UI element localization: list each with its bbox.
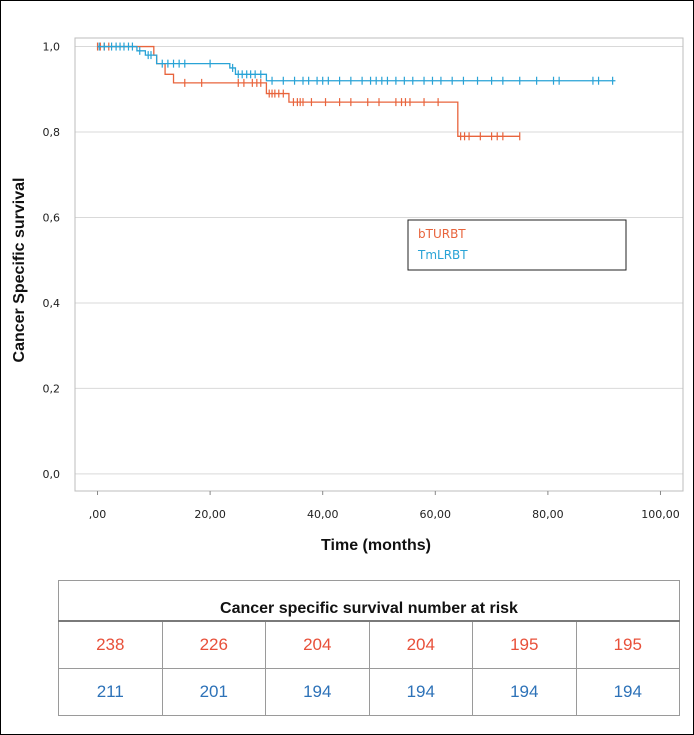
legend-entry-tmlrbt: TmLRBT xyxy=(417,248,468,262)
risk-cell: 194 xyxy=(472,668,577,716)
legend: bTURBT TmLRBT xyxy=(407,219,627,271)
x-tick-label: 20,00 xyxy=(194,508,226,521)
x-tick-label: 40,00 xyxy=(307,508,339,521)
risk-table: Cancer specific survival number at risk … xyxy=(58,580,680,716)
plot-area xyxy=(74,37,684,492)
x-tick-label: 100,00 xyxy=(641,508,680,521)
risk-cell: 204 xyxy=(265,620,370,669)
y-tick-label: 0,6 xyxy=(43,211,61,224)
x-tick-label: 80,00 xyxy=(532,508,564,521)
x-tick-label: 60,00 xyxy=(420,508,452,521)
risk-cell: 195 xyxy=(575,620,680,669)
y-tick-label: 1,0 xyxy=(43,41,61,54)
y-tick-label: 0,2 xyxy=(43,382,61,395)
risk-row-bturbt: 238 226 204 204 195 195 xyxy=(58,620,680,669)
y-tick-label: 0,4 xyxy=(43,297,61,310)
risk-table-title: Cancer specific survival number at risk xyxy=(58,580,680,622)
legend-box xyxy=(407,219,627,271)
x-axis-label: Time (months) xyxy=(321,537,431,554)
risk-cell: 201 xyxy=(161,668,266,716)
risk-cell: 238 xyxy=(58,620,163,669)
series-line-tmlrbt xyxy=(97,45,616,82)
y-tick-label: 0,0 xyxy=(43,468,61,481)
risk-cell: 211 xyxy=(58,668,163,716)
risk-cell: 195 xyxy=(472,620,577,669)
risk-cell: 226 xyxy=(161,620,266,669)
risk-cell: 194 xyxy=(265,668,370,716)
risk-cell: 194 xyxy=(368,668,473,716)
y-tick-label: 0,8 xyxy=(43,126,61,139)
survival-chart: 0,0 0,2 0,4 0,6 0,8 1,0 ,00 20,00 40,00 60,00 80,0… xyxy=(11,37,684,554)
risk-table-title-row: Cancer specific survival number at risk xyxy=(58,580,680,622)
axis-ticks: 0,0 0,2 0,4 0,6 0,8 1,0 ,00 20,00 40,00 60,00 80,0… xyxy=(43,41,680,521)
series-lines xyxy=(96,42,616,141)
risk-row-tmlrbt: 211 201 194 194 194 194 xyxy=(58,668,680,716)
series-line-bturbt xyxy=(97,45,520,137)
x-tick-label: ,00 xyxy=(89,508,107,521)
y-axis-label: Cancer Specific survival xyxy=(11,178,28,363)
risk-cell: 204 xyxy=(368,620,473,669)
legend-entry-bturbt: bTURBT xyxy=(418,227,466,241)
risk-cell: 194 xyxy=(575,668,680,716)
grid-lines xyxy=(75,46,683,475)
